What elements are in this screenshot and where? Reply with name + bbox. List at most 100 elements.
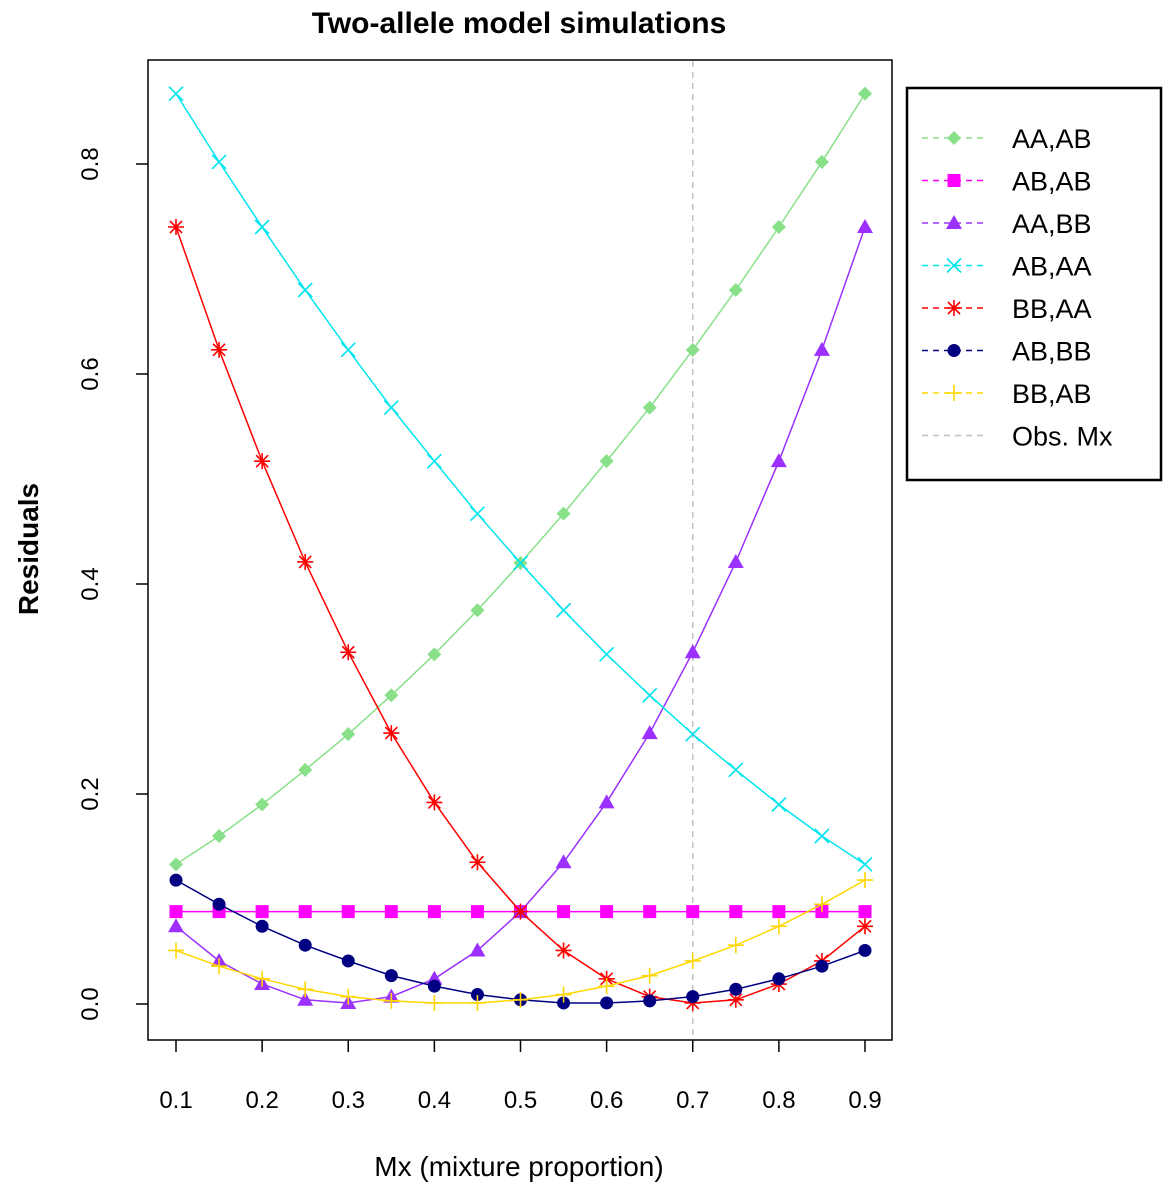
legend-box xyxy=(905,86,1163,482)
legend-item: BB,AA xyxy=(922,294,1092,324)
data-point xyxy=(815,959,829,973)
data-point xyxy=(598,794,615,809)
data-point xyxy=(599,646,615,662)
data-point xyxy=(642,687,658,703)
data-point xyxy=(813,341,830,356)
data-point xyxy=(255,905,269,919)
data-point xyxy=(211,154,227,170)
data-point xyxy=(168,86,184,102)
data-point xyxy=(641,725,658,740)
data-point xyxy=(727,553,744,568)
data-point xyxy=(512,555,529,571)
data-point xyxy=(169,857,183,872)
data-point xyxy=(254,970,271,987)
data-point xyxy=(555,854,572,869)
data-point xyxy=(599,454,614,469)
data-point xyxy=(383,400,399,416)
data-point xyxy=(340,644,357,661)
data-point xyxy=(555,942,572,959)
data-point xyxy=(168,942,184,959)
x-tick-label: 0.5 xyxy=(504,1087,537,1114)
data-point xyxy=(254,453,271,470)
legend-item: AB,AB xyxy=(922,167,1092,197)
data-point xyxy=(813,896,830,913)
legend-label: AB,BB xyxy=(1012,337,1092,367)
series-line xyxy=(175,93,866,866)
data-point xyxy=(728,762,744,778)
legend-marker xyxy=(947,174,961,187)
data-point xyxy=(211,958,228,975)
data-point xyxy=(168,219,184,235)
data-point xyxy=(340,342,356,358)
data-point xyxy=(555,602,572,618)
data-point xyxy=(168,918,184,933)
data-point xyxy=(427,905,441,919)
legend-item: Obs. Mx xyxy=(922,422,1113,452)
series-line xyxy=(175,226,866,1004)
data-point xyxy=(254,219,270,235)
axes: 0.1 0.2 0.3 0.4 0.5 0.6 0.7 0.8 0.9 0.0 0.2 0.4 0.6 0… xyxy=(77,147,882,1114)
data-point xyxy=(469,854,486,871)
data-point xyxy=(727,937,744,954)
legend-marker xyxy=(946,300,962,316)
x-tick-label: 0.1 xyxy=(159,1087,192,1114)
data-point xyxy=(857,856,873,872)
data-point xyxy=(814,154,829,169)
data-point xyxy=(770,453,787,468)
data-point xyxy=(857,918,873,935)
data-point xyxy=(771,796,787,813)
data-point xyxy=(858,943,872,957)
data-point xyxy=(685,342,700,357)
legend-item: AB,AA xyxy=(922,252,1092,282)
data-point xyxy=(598,978,615,995)
data-point xyxy=(470,603,485,618)
data-point xyxy=(383,725,400,742)
x-tick-label: 0.2 xyxy=(245,1087,278,1114)
data-point xyxy=(298,762,313,777)
data-point xyxy=(857,219,873,233)
data-point xyxy=(686,990,700,1004)
data-point xyxy=(729,982,743,996)
legend-label: BB,AA xyxy=(1012,294,1092,324)
data-point xyxy=(600,905,614,919)
data-point xyxy=(297,991,314,1006)
y-tick-label: 0.2 xyxy=(77,777,104,810)
data-point xyxy=(427,979,441,993)
series-ab-aa xyxy=(168,86,873,872)
legend-item: AA,BB xyxy=(922,209,1092,239)
data-point xyxy=(469,506,486,522)
plot-area xyxy=(147,59,893,1041)
data-point xyxy=(470,988,484,1002)
data-point xyxy=(426,994,443,1011)
legend-item: BB,AB xyxy=(922,379,1092,409)
x-tick-label: 0.7 xyxy=(676,1087,709,1114)
data-point xyxy=(642,400,657,415)
data-point xyxy=(297,981,314,998)
data-point xyxy=(643,994,657,1008)
legend-label: AB,AA xyxy=(1012,252,1092,282)
data-point xyxy=(169,905,183,919)
data-point xyxy=(212,829,227,843)
data-point xyxy=(686,905,700,919)
data-point xyxy=(557,996,571,1010)
data-point xyxy=(384,969,398,983)
series-aa-ab xyxy=(169,86,872,872)
data-point xyxy=(426,453,442,469)
data-point xyxy=(557,905,571,919)
data-point xyxy=(685,726,701,742)
data-point xyxy=(297,282,313,298)
data-point xyxy=(298,905,312,919)
data-point xyxy=(512,991,529,1008)
data-point xyxy=(772,972,786,986)
data-point xyxy=(857,872,873,889)
y-tick-label: 0.6 xyxy=(77,357,104,390)
data-point xyxy=(427,647,442,662)
legend-item: AA,AB xyxy=(922,124,1092,154)
data-point xyxy=(255,919,269,933)
series-line xyxy=(175,879,866,1004)
legend-marker xyxy=(946,215,962,229)
x-tick-label: 0.9 xyxy=(848,1087,881,1114)
legend-marker xyxy=(947,344,961,357)
series-aa-bb xyxy=(168,219,873,1009)
data-point xyxy=(556,506,571,521)
